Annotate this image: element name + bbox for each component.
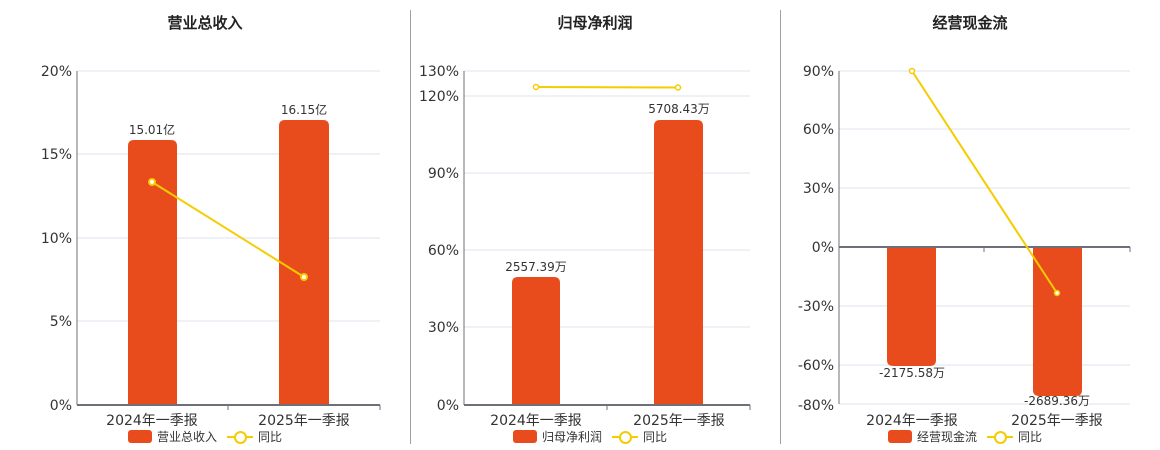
y-tick-label: 130% (419, 64, 459, 80)
legend-line-icon[interactable] (612, 430, 638, 444)
bar-2024q1[interactable] (128, 140, 177, 405)
y-tick-label: 60% (428, 243, 459, 259)
y-tick-label: 20% (41, 64, 72, 80)
y-tick-label: -60% (798, 358, 834, 374)
legend: 归母净利润 同比 (405, 428, 775, 445)
x-tick-label: 2025年一季报 (1011, 413, 1103, 429)
chart-panel-net-profit: 归母净利润 130% 120% 90% 60% 30% 0% 2557.39万 … (410, 0, 780, 450)
legend: 营业总收入 同比 (0, 428, 410, 445)
legend-line-label[interactable]: 同比 (258, 430, 283, 444)
legend: 经营现金流 同比 (775, 428, 1155, 445)
x-tick-label: 2024年一季报 (106, 413, 198, 429)
x-tick-label: 2024年一季报 (866, 413, 958, 429)
yoy-line (535, 86, 679, 89)
y-tick-label: 90% (428, 166, 459, 182)
y-tick-label: 10% (41, 231, 72, 247)
chart-title: 归母净利润 (557, 14, 633, 32)
yoy-point[interactable] (532, 83, 540, 91)
y-tick-label: 0% (437, 398, 459, 414)
x-tick-label: 2024年一季报 (490, 413, 582, 429)
panel-divider (780, 10, 781, 444)
bar-2025q1[interactable] (279, 120, 329, 405)
bar-2025q1[interactable] (654, 120, 703, 405)
bar-2024q1[interactable] (887, 247, 936, 366)
chart-title: 经营现金流 (932, 14, 1008, 32)
yoy-line (911, 70, 1058, 294)
panel-divider (410, 10, 411, 444)
yoy-point[interactable] (908, 67, 916, 75)
bar-value-label: 2557.39万 (505, 260, 567, 274)
bar-value-label: -2689.36万 (1024, 394, 1090, 408)
legend-bar-label[interactable]: 营业总收入 (156, 430, 217, 444)
y-tick-label: 0% (812, 240, 834, 256)
chart-plot: 90% 60% 30% 0% -30% -60% -80% -2175.58万 … (798, 64, 1131, 429)
yoy-point[interactable] (674, 84, 682, 91)
y-tick-label: 15% (41, 147, 72, 163)
bar-value-label: 5708.43万 (648, 102, 710, 116)
legend-bar-swatch[interactable] (887, 430, 912, 443)
chart-plot: 130% 120% 90% 60% 30% 0% 2557.39万 5708.4… (419, 64, 751, 429)
x-tick-label: 2025年一季报 (258, 413, 350, 429)
chart-panel-revenue: 营业总收入 20% 15% 10% 5% 0% 15.01亿 16.15亿 (0, 0, 410, 450)
legend-bar-swatch[interactable] (512, 430, 537, 443)
chart-plot: 20% 15% 10% 5% 0% 15.01亿 16.15亿 2024年一季报… (41, 64, 381, 429)
legend-bar-label[interactable]: 归母净利润 (541, 430, 602, 444)
y-tick-label: 0% (50, 398, 72, 414)
bar-value-label: 15.01亿 (129, 122, 175, 137)
yoy-line (151, 181, 305, 278)
y-tick-label: -30% (798, 299, 834, 315)
legend-bar-swatch[interactable] (127, 430, 152, 443)
bar-value-label: -2175.58万 (879, 366, 945, 380)
y-tick-label: 30% (428, 320, 459, 336)
y-tick-label: -80% (798, 398, 834, 414)
yoy-point[interactable] (148, 178, 156, 186)
bar-2025q1[interactable] (1033, 247, 1082, 396)
y-tick-label: 5% (50, 314, 72, 330)
x-tick-label: 2025年一季报 (633, 413, 725, 429)
bar-value-label: 16.15亿 (281, 102, 327, 117)
legend-line-label[interactable]: 同比 (643, 430, 668, 444)
bar-2024q1[interactable] (512, 277, 560, 405)
yoy-point[interactable] (1053, 289, 1061, 297)
chart-title: 营业总收入 (167, 14, 243, 32)
legend-line-icon[interactable] (227, 430, 253, 444)
chart-panel-operating-cash-flow: 经营现金流 90% 60% 30% 0% -30% -60% -80% -217… (780, 0, 1160, 450)
y-tick-label: 120% (419, 89, 459, 105)
y-tick-label: 60% (803, 122, 834, 138)
legend-line-icon[interactable] (987, 430, 1013, 444)
yoy-point[interactable] (300, 273, 308, 281)
y-tick-label: 30% (803, 181, 834, 197)
legend-line-label[interactable]: 同比 (1018, 430, 1043, 444)
legend-bar-label[interactable]: 经营现金流 (916, 430, 977, 444)
y-tick-label: 90% (803, 64, 834, 80)
